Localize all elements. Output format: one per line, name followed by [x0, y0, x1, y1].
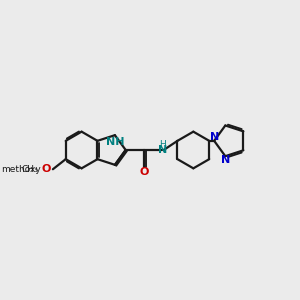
Text: N: N	[209, 132, 219, 142]
Text: NH: NH	[106, 137, 124, 147]
Text: methoxy: methoxy	[2, 165, 41, 174]
Text: O: O	[41, 164, 51, 174]
Text: N: N	[221, 155, 230, 165]
Text: CH₃: CH₃	[21, 165, 38, 174]
Text: H: H	[159, 140, 166, 148]
Text: O: O	[139, 167, 149, 177]
Text: N: N	[158, 145, 167, 155]
